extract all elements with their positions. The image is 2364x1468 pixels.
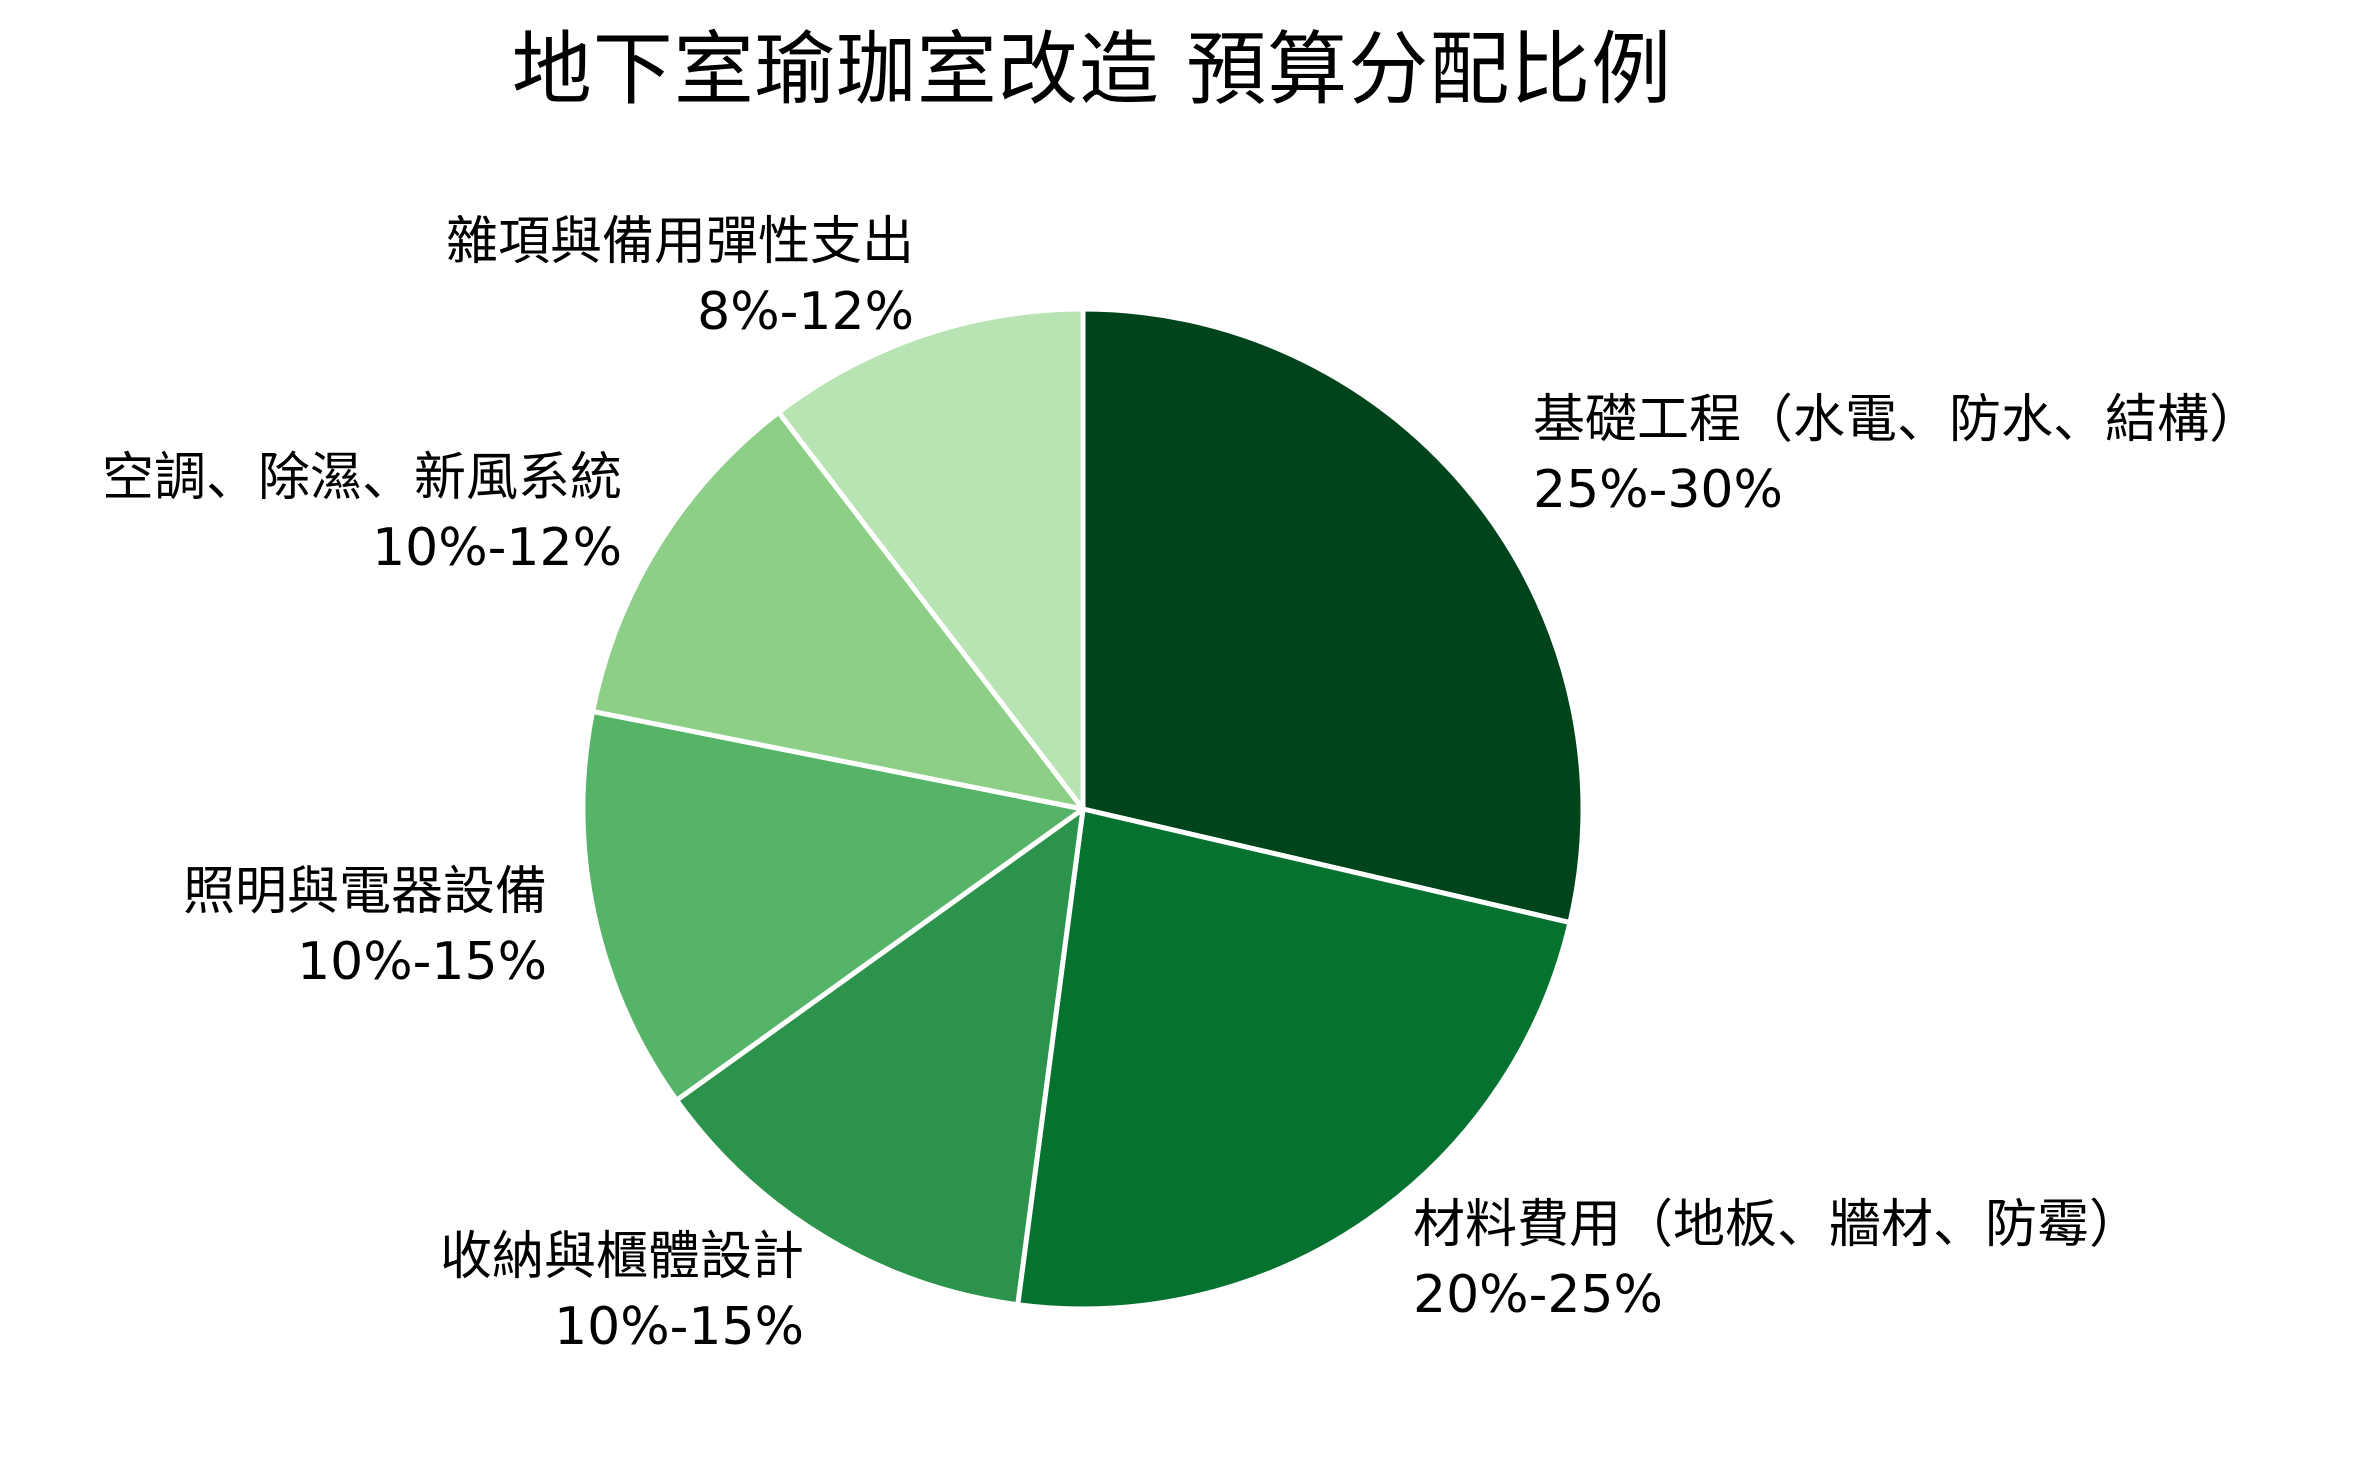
pie-slice [1015, 806, 1573, 1312]
slice-label-storage: 收納與櫃體設計 10%-15% [440, 1222, 804, 1362]
chart-title: 地下室瑜珈室改造 預算分配比例 [511, 23, 1673, 116]
slice-label-range: 10%-15% [554, 1297, 804, 1357]
slice-label-name: 收納與櫃體設計 [439, 1227, 804, 1287]
slice-label-range: 10%-12% [372, 518, 622, 578]
slice-label-range: 8%-12% [697, 282, 914, 342]
pie-slice [776, 306, 1086, 812]
pie-slice [590, 409, 1086, 812]
slice-label-lighting: 照明與電器設備 10%-15% [183, 857, 547, 997]
slice-label-name: 照明與電器設備 [182, 862, 547, 922]
slice-label-range: 10%-15% [297, 932, 547, 992]
pie-slice [580, 708, 1086, 1103]
slice-label-misc: 雜項與備用彈性支出 8%-12% [446, 207, 914, 347]
slice-label-range: 25%-30% [1533, 460, 1783, 520]
slice-label-name: 材料費用（地板、牆材、防霉） [1413, 1195, 2142, 1255]
slice-label-name: 雜項與備用彈性支出 [445, 212, 914, 272]
slice-label-hvac: 空調、除濕、新風系統 10%-12% [102, 443, 622, 583]
slice-label-name: 基礎工程（水電、防水、結構） [1533, 390, 2262, 450]
pie-slice [1080, 306, 1586, 926]
slice-label-name: 空調、除濕、新風系統 [101, 448, 622, 508]
pie-slices [580, 306, 1586, 1312]
slice-label-materials: 材料費用（地板、牆材、防霉） 20%-25% [1413, 1190, 2141, 1330]
slice-label-foundation: 基礎工程（水電、防水、結構） 25%-30% [1533, 385, 2261, 525]
pie-slice [674, 806, 1086, 1308]
slice-label-range: 20%-25% [1413, 1265, 1663, 1325]
